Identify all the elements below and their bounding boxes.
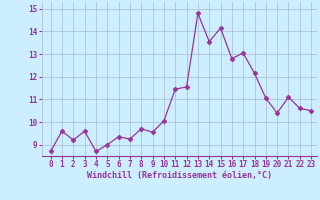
X-axis label: Windchill (Refroidissement éolien,°C): Windchill (Refroidissement éolien,°C)	[87, 171, 272, 180]
